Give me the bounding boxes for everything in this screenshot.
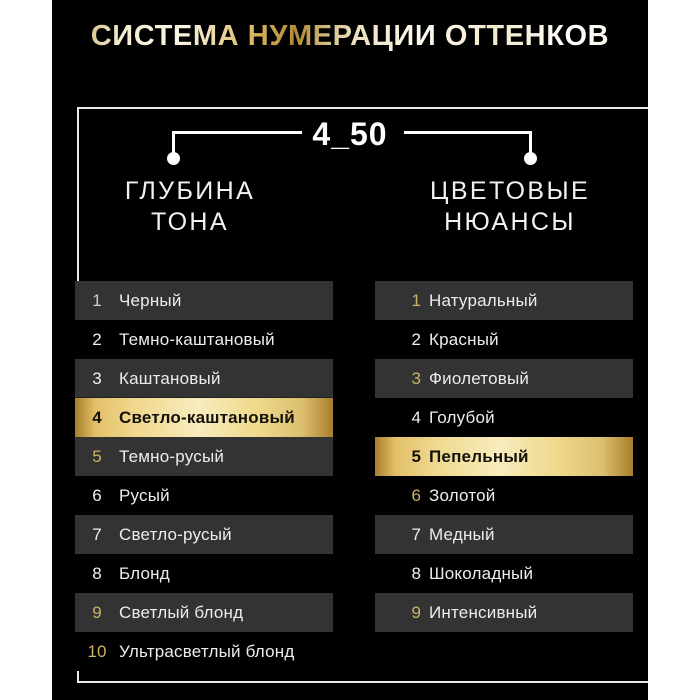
list-item-highlighted[interactable]: 5 Пепельный <box>375 437 633 476</box>
list-item-number: 4 <box>92 407 102 427</box>
connector-dot-left <box>167 152 180 165</box>
list-item-label: Светлый блонд <box>119 602 244 622</box>
list-item[interactable]: 4 Голубой <box>375 398 633 437</box>
list-item-label: Темно-русый <box>119 446 225 466</box>
list-item-highlighted[interactable]: 4 Светло-каштановый <box>75 398 333 437</box>
list-item-number: 3 <box>411 368 421 388</box>
list-item-number: 8 <box>92 563 102 583</box>
list-item-number: 3 <box>92 368 102 388</box>
list-item-label: Натуральный <box>429 290 538 310</box>
column-heading-color-nuances: ЦВЕТОВЫЕ НЮАНСЫ <box>390 176 630 238</box>
list-item[interactable]: 1 Натуральный <box>375 281 633 320</box>
column-heading-right-line1: ЦВЕТОВЫЕ <box>429 177 591 205</box>
list-item-number: 1 <box>411 290 421 310</box>
poster-canvas: СИСТЕМА НУМЕРАЦИИ ОТТЕНКОВ 4_50 ГЛУБИНА … <box>52 0 648 700</box>
list-item-number: 6 <box>92 485 102 505</box>
list-item-label: Шоколадный <box>429 563 534 583</box>
list-item[interactable]: 7 Светло-русый <box>75 515 333 554</box>
list-item[interactable]: 6 Золотой <box>375 476 633 515</box>
list-item-label: Голубой <box>429 407 495 427</box>
list-item[interactable]: 6 Русый <box>75 476 333 515</box>
list-item-number: 9 <box>92 602 102 622</box>
connector-line-right-horizontal <box>404 131 532 134</box>
connector-line-left-horizontal <box>172 131 302 134</box>
connector-dot-right <box>524 152 537 165</box>
list-item-number: 4 <box>411 407 421 427</box>
list-item-number: 2 <box>411 329 421 349</box>
column-heading-left-line2: ТОНА <box>151 208 229 236</box>
column-heading-depth-of-tone: ГЛУБИНА ТОНА <box>70 176 310 238</box>
list-item[interactable]: 2 Темно-каштановый <box>75 320 333 359</box>
connector-line-left-vertical <box>172 131 175 156</box>
column-heading-right-line2: НЮАНСЫ <box>444 208 576 236</box>
list-item[interactable]: 5 Темно-русый <box>75 437 333 476</box>
list-item-number: 5 <box>92 446 102 466</box>
list-item[interactable]: 9 Интенсивный <box>375 593 633 632</box>
list-item-label: Фиолетовый <box>429 368 530 388</box>
list-item-number: 9 <box>411 602 421 622</box>
depth-of-tone-list: 1 Черный 2 Темно-каштановый 3 Каштановый 4 Свет… <box>75 281 333 671</box>
list-item[interactable]: 1 Черный <box>75 281 333 320</box>
list-item[interactable]: 3 Фиолетовый <box>375 359 633 398</box>
list-item-number: 8 <box>411 563 421 583</box>
list-item-number: 7 <box>92 524 102 544</box>
list-item-label: Светло-русый <box>119 524 232 544</box>
list-item-label: Красный <box>429 329 499 349</box>
list-item[interactable]: 8 Блонд <box>75 554 333 593</box>
list-item-label: Интенсивный <box>429 602 538 622</box>
list-item[interactable]: 10 Ультрасветлый блонд <box>75 632 333 671</box>
list-item-number: 6 <box>411 485 421 505</box>
list-item-label: Черный <box>119 290 182 310</box>
list-item-number: 1 <box>92 290 102 310</box>
list-item-label: Русый <box>119 485 170 505</box>
page-title: СИСТЕМА НУМЕРАЦИИ ОТТЕНКОВ <box>52 20 648 53</box>
list-item-label: Пепельный <box>429 446 529 466</box>
list-item[interactable]: 8 Шоколадный <box>375 554 633 593</box>
list-item[interactable]: 2 Красный <box>375 320 633 359</box>
list-item-number: 10 <box>87 641 107 661</box>
list-item[interactable]: 3 Каштановый <box>75 359 333 398</box>
list-item-label: Светло-каштановый <box>119 407 295 427</box>
list-item[interactable]: 9 Светлый блонд <box>75 593 333 632</box>
list-item-label: Каштановый <box>119 368 221 388</box>
list-item-label: Темно-каштановый <box>119 329 275 349</box>
list-item-label: Ультрасветлый блонд <box>119 641 295 661</box>
column-heading-left-line1: ГЛУБИНА <box>124 177 256 205</box>
list-item-label: Медный <box>429 524 495 544</box>
shade-code-label: 4_50 <box>312 116 388 152</box>
list-item-number: 2 <box>92 329 102 349</box>
color-nuances-list: 1 Натуральный 2 Красный 3 Фиолетовый 4 Голубой 5… <box>375 281 633 632</box>
connector-line-right-vertical <box>529 131 532 156</box>
list-item-label: Блонд <box>119 563 170 583</box>
list-item[interactable]: 7 Медный <box>375 515 633 554</box>
list-item-number: 7 <box>411 524 421 544</box>
list-item-number: 5 <box>411 446 421 466</box>
list-item-label: Золотой <box>429 485 496 505</box>
